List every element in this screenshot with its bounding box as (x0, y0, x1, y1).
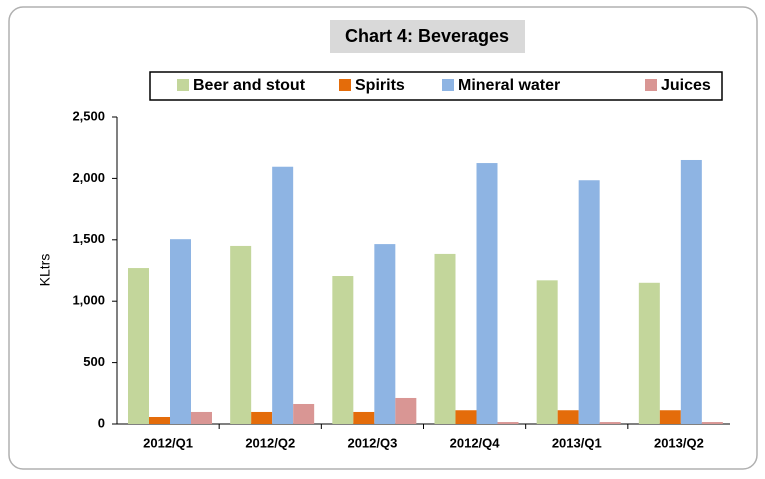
bar (536, 280, 558, 424)
legend-box (149, 71, 723, 101)
bar (230, 245, 252, 424)
y-tick-label: 0 (98, 415, 105, 430)
bar (395, 397, 417, 424)
legend-label: Juices (661, 77, 711, 94)
bar (374, 244, 396, 424)
legend-swatch (177, 79, 189, 91)
bar (659, 410, 681, 424)
bar (332, 276, 354, 424)
bar (497, 422, 519, 424)
legend-label: Mineral water (458, 77, 560, 94)
x-tick-label: 2012/Q3 (347, 435, 397, 450)
legend-label: Beer and stout (193, 77, 306, 94)
bar (170, 239, 191, 424)
x-tick-label: 2012/Q1 (143, 435, 193, 450)
bar (476, 163, 498, 425)
bar (701, 422, 723, 424)
bar (149, 417, 170, 424)
bar (557, 410, 579, 424)
legend-label: Spirits (355, 77, 405, 94)
y-axis-label: KLtrs (37, 254, 53, 287)
bar (251, 411, 273, 424)
bar (293, 403, 315, 424)
bar (353, 411, 375, 424)
y-tick-label: 500 (83, 354, 105, 369)
legend-swatch (645, 79, 657, 91)
legend-swatch (339, 79, 351, 91)
bar (191, 411, 212, 424)
y-tick-label: 2,000 (72, 170, 105, 185)
bar (599, 422, 621, 424)
bar (680, 159, 702, 425)
bar (128, 268, 149, 424)
x-tick-label: 2012/Q2 (245, 435, 295, 450)
y-tick-label: 1,000 (72, 293, 105, 308)
bar (455, 410, 477, 424)
bar (578, 180, 600, 424)
legend-swatch (442, 79, 454, 91)
y-tick-label: 1,500 (72, 231, 105, 246)
bar (434, 253, 456, 424)
chart-frame (8, 6, 758, 470)
x-tick-label: 2012/Q4 (450, 435, 501, 450)
bar (638, 282, 660, 424)
chart-title: Chart 4: Beverages (345, 26, 509, 46)
x-tick-label: 2013/Q1 (552, 435, 602, 450)
bar (272, 166, 294, 424)
title-box (330, 20, 525, 53)
y-tick-label: 2,500 (72, 108, 105, 123)
x-tick-label: 2013/Q2 (654, 435, 704, 450)
